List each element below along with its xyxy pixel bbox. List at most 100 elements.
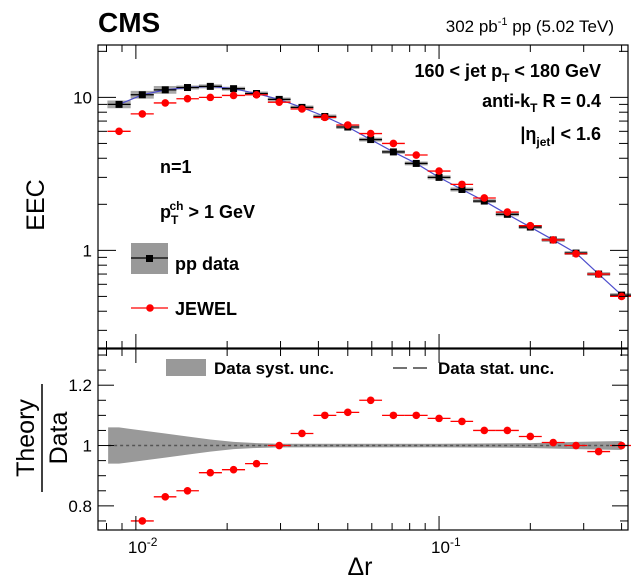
jewel-point <box>130 110 154 118</box>
jewel-point <box>564 249 588 258</box>
data-point-marker <box>230 85 238 93</box>
data-point <box>153 86 177 94</box>
data-point-marker <box>458 185 466 193</box>
jewel-point-marker <box>549 236 558 244</box>
jewel-point <box>107 127 131 136</box>
jewel-point <box>313 113 337 122</box>
data-point-marker <box>206 82 214 90</box>
jewel-point-marker <box>115 127 123 136</box>
legend-stat-label: Data stat. unc. <box>438 359 554 378</box>
ratio-point-marker <box>275 441 284 450</box>
y-tick-label-top: 1 <box>83 241 92 260</box>
jewel-point-marker <box>275 98 284 107</box>
data-point-marker <box>115 100 123 108</box>
ratio-point <box>130 517 154 525</box>
x-axis-title: Δr <box>347 553 372 580</box>
legend-bottom: Data syst. unc. Data stat. unc. <box>166 359 554 378</box>
experiment-label: CMS <box>98 7 160 38</box>
jewel-point-marker <box>389 139 398 148</box>
y-tick-label-top: 10 <box>73 88 92 107</box>
data-point <box>221 85 246 93</box>
ratio-point <box>473 426 496 435</box>
ratio-point <box>382 411 405 420</box>
jewel-point <box>427 167 451 175</box>
y-tick-label-ratio: 1 <box>83 437 92 456</box>
ratio-point <box>153 493 177 501</box>
ratio-point <box>267 441 291 450</box>
jewel-point <box>359 129 383 138</box>
ratio-point-marker <box>343 408 352 417</box>
ratio-point-marker <box>480 426 489 435</box>
jewel-point-marker <box>343 121 352 129</box>
ratio-point-marker <box>549 438 558 447</box>
jewel-point-marker <box>572 249 580 258</box>
data-point <box>404 159 428 167</box>
jewel-point <box>153 99 177 107</box>
jewel-point <box>518 221 542 230</box>
ratio-point <box>245 459 268 468</box>
ratio-point <box>541 438 565 447</box>
ratio-point <box>495 426 519 435</box>
ratio-point-marker <box>138 517 147 525</box>
jewel-point-marker <box>161 99 170 107</box>
jewel-point-marker <box>412 151 421 159</box>
data-point <box>107 100 131 108</box>
jewel-point-marker <box>594 270 603 278</box>
jewel-point <box>245 90 268 99</box>
y-tick-label-ratio: 1.2 <box>68 376 92 395</box>
jewel-point <box>382 139 405 148</box>
x-tick-label: 10-2 <box>128 535 158 557</box>
ratio-point <box>359 396 383 405</box>
jewel-point <box>198 93 222 102</box>
legend-syst-label: Data syst. unc. <box>214 359 334 378</box>
ratio-point-marker <box>594 447 603 456</box>
eta-label: |ηjet| < 1.6 <box>520 124 601 149</box>
ratio-point <box>450 417 474 426</box>
legend-jewel-label: JEWEL <box>175 299 237 319</box>
legend-data-label: pp data <box>175 254 240 274</box>
legend-top: pp data JEWEL <box>131 243 240 319</box>
jewel-point-marker <box>366 129 375 138</box>
data-point-marker <box>161 86 169 94</box>
top-panel-frame <box>97 44 629 349</box>
jewel-point-marker <box>229 91 238 100</box>
jewel-point <box>176 94 199 103</box>
data-syst-band-ratio <box>108 427 622 464</box>
jewel-point-marker <box>480 194 489 202</box>
data-point-marker <box>435 173 443 181</box>
ratio-point-marker <box>435 414 443 423</box>
legend-syst-swatch <box>166 359 206 376</box>
ratio-point-marker <box>526 432 535 441</box>
ratio-point <box>427 414 451 423</box>
ratio-point-marker <box>572 441 580 450</box>
x-tick-label: 10-1 <box>431 535 461 557</box>
ratio-point-marker <box>458 417 466 426</box>
jewel-point <box>495 208 519 216</box>
data-point-marker <box>412 159 420 167</box>
ratio-point-marker <box>298 429 306 438</box>
legend-jewel-marker <box>146 304 154 312</box>
ratio-y-title-denominator: Data <box>45 412 73 465</box>
jewel-point <box>473 194 496 202</box>
jewel-point <box>290 105 314 113</box>
jewel-point-marker <box>138 110 147 118</box>
jewel-point-marker <box>183 94 192 103</box>
ratio-point-marker <box>503 426 512 435</box>
jewel-point <box>587 270 611 278</box>
track-pt-label: pTch > 1 GeV <box>160 199 255 227</box>
jewel-point-marker <box>298 105 306 113</box>
ratio-point <box>290 429 314 438</box>
ratio-point <box>518 432 542 441</box>
ratio-point <box>587 447 611 456</box>
jewel-point <box>267 98 291 107</box>
lumi-label: 302 pb-1 pp (5.02 TeV) <box>446 16 614 36</box>
jewel-point-marker <box>458 180 466 189</box>
algorithm-label: anti-kT R = 0.4 <box>482 91 601 115</box>
data-point-marker <box>183 84 191 92</box>
ratio-point-marker <box>183 486 192 495</box>
jewel-point <box>336 121 360 129</box>
data-point <box>359 136 383 144</box>
data-point <box>198 82 222 90</box>
plot-layer: 10-2 10-1 1 10 0.8 1 1.2 <box>68 44 631 557</box>
